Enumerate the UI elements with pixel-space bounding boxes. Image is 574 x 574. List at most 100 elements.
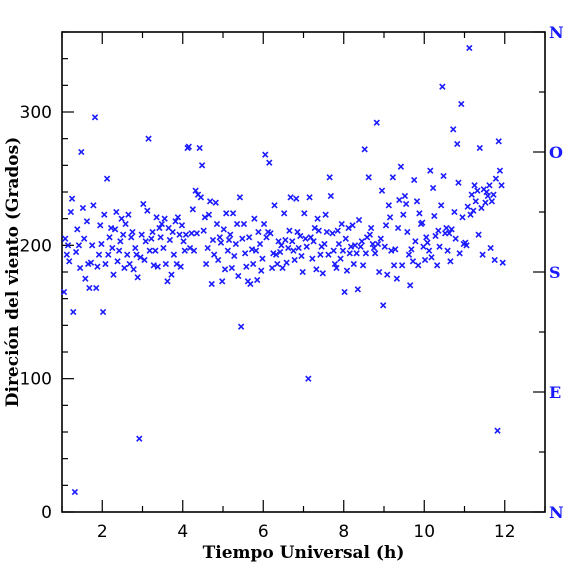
data-point	[117, 238, 124, 245]
y-axis-title: Direción del viento (Grados)	[3, 137, 23, 407]
data-point	[173, 260, 180, 268]
data-point	[82, 275, 89, 282]
data-point	[315, 227, 322, 234]
data-point	[482, 199, 489, 206]
data-point	[250, 260, 257, 268]
data-point	[152, 247, 159, 254]
data-point	[351, 242, 359, 249]
data-point	[393, 275, 401, 282]
data-point	[335, 240, 343, 248]
data-point	[499, 259, 506, 266]
data-point	[260, 220, 268, 228]
data-point	[74, 226, 81, 233]
data-point	[110, 271, 117, 278]
data-point	[224, 247, 231, 254]
data-point	[219, 278, 226, 285]
data-point	[64, 242, 72, 249]
data-point	[97, 222, 104, 229]
axis-tick-labels: 2 4 6 8 10 12 0 100 200 300	[20, 103, 516, 542]
data-point	[121, 264, 128, 272]
data-point	[323, 228, 331, 236]
data-point	[349, 222, 356, 229]
data-point	[380, 302, 387, 309]
x-tick-label: 12	[494, 522, 516, 542]
data-point	[243, 263, 250, 270]
data-point	[262, 151, 269, 158]
data-point	[248, 246, 256, 253]
data-point	[208, 280, 215, 288]
data-point	[490, 191, 497, 198]
data-point	[225, 236, 233, 244]
data-point	[419, 219, 426, 226]
data-point	[90, 202, 97, 209]
data-point	[178, 222, 186, 229]
data-point	[247, 280, 254, 288]
data-point	[302, 235, 309, 242]
data-point	[86, 284, 93, 292]
data-point	[428, 254, 435, 261]
data-point	[164, 278, 171, 285]
data-point	[479, 251, 486, 258]
data-point	[223, 210, 230, 217]
data-point	[298, 252, 305, 260]
data-point	[389, 174, 397, 181]
data-point	[365, 174, 372, 181]
data-point	[450, 126, 457, 133]
data-point	[301, 210, 308, 217]
data-point	[451, 208, 458, 216]
data-point	[456, 250, 463, 257]
data-point	[252, 247, 260, 254]
data-point	[240, 220, 248, 228]
data-point	[66, 258, 73, 265]
data-point	[476, 144, 483, 152]
data-point	[306, 194, 313, 201]
data-point	[400, 211, 407, 218]
data-point	[258, 267, 265, 274]
x-tick-label: 10	[413, 522, 435, 542]
data-point	[75, 242, 83, 249]
data-point	[435, 227, 442, 234]
data-point	[132, 244, 139, 252]
data-point	[201, 214, 209, 221]
data-point	[409, 258, 417, 265]
data-point	[309, 255, 316, 262]
data-point	[295, 244, 302, 252]
data-point	[98, 240, 105, 248]
data-point	[436, 243, 443, 250]
data-point	[176, 231, 183, 238]
data-point	[220, 226, 227, 233]
data-point	[68, 195, 76, 202]
data-point	[254, 276, 261, 284]
data-point	[63, 251, 70, 258]
data-point	[72, 248, 80, 256]
data-point	[483, 188, 490, 196]
data-point	[359, 262, 367, 269]
data-point	[406, 282, 414, 289]
data-point	[354, 286, 362, 293]
data-point	[148, 235, 155, 242]
data-point	[446, 230, 453, 237]
data-point	[362, 250, 370, 257]
data-point	[99, 308, 107, 316]
data-point	[255, 228, 262, 236]
data-point	[89, 242, 96, 249]
data-point	[140, 200, 147, 208]
data-point	[206, 198, 214, 205]
data-point	[411, 176, 418, 184]
data-point	[275, 238, 282, 245]
data-point	[217, 239, 225, 246]
data-point	[390, 262, 398, 269]
data-point	[120, 231, 127, 238]
data-point	[101, 211, 108, 218]
data-point	[168, 271, 175, 278]
data-point	[321, 240, 328, 248]
data-point	[401, 192, 409, 200]
data-point	[345, 224, 352, 232]
data-point	[341, 288, 348, 296]
data-point	[180, 238, 187, 245]
data-point	[466, 44, 473, 52]
data-point	[311, 224, 318, 232]
data-point	[221, 266, 229, 273]
data-point	[373, 119, 380, 126]
data-point	[185, 143, 192, 150]
